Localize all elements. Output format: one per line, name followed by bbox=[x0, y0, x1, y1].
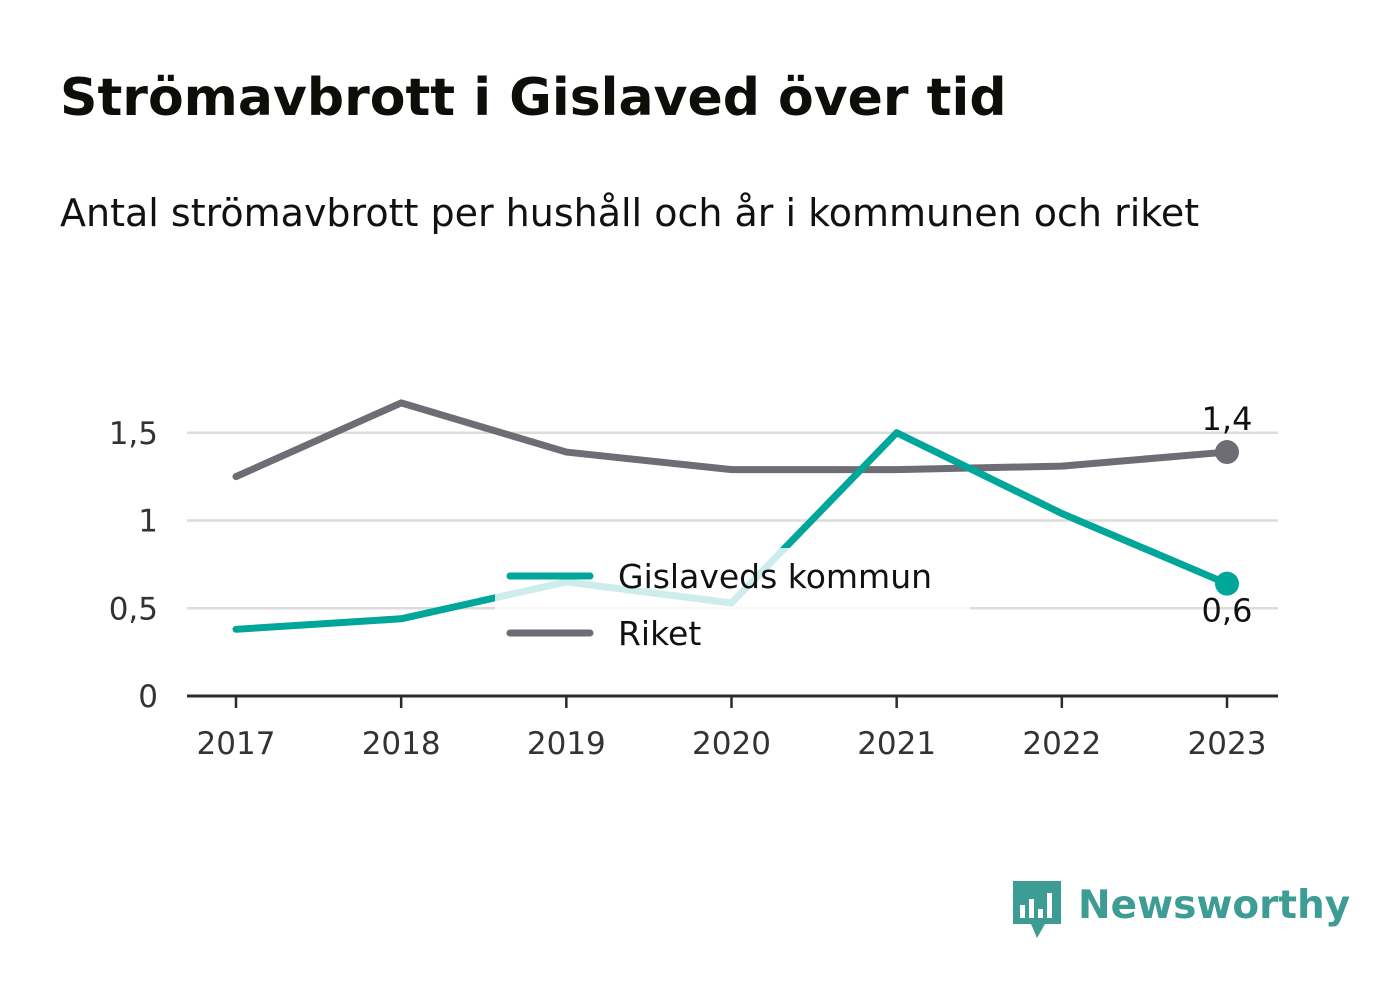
legend-label: Riket bbox=[618, 614, 701, 653]
y-tick-label: 1,5 bbox=[109, 416, 158, 452]
y-tick-label: 1 bbox=[138, 504, 158, 540]
y-axis-labels: 0 0,5 1 1,5 bbox=[109, 416, 158, 715]
newsworthy-bar-chart-icon bbox=[1013, 881, 1061, 938]
legend-background bbox=[495, 548, 970, 660]
end-value-label: 1,4 bbox=[1202, 400, 1253, 438]
x-axis-labels: 2017 2018 2019 2020 2021 2022 2023 bbox=[197, 726, 1267, 762]
y-tick-label: 0,5 bbox=[109, 591, 158, 627]
x-tick-label: 2019 bbox=[527, 726, 606, 762]
end-value-label: 0,6 bbox=[1202, 592, 1253, 630]
x-axis bbox=[187, 694, 1278, 708]
x-tick-label: 2018 bbox=[362, 726, 441, 762]
x-tick-label: 2020 bbox=[692, 726, 771, 762]
brand-name: Newsworthy bbox=[1078, 883, 1350, 928]
newsworthy-logo: Newsworthy bbox=[1013, 881, 1350, 938]
legend-label: Gislaveds kommun bbox=[618, 557, 932, 596]
x-tick-label: 2017 bbox=[197, 726, 276, 762]
end-point bbox=[1215, 440, 1239, 465]
chart-subtitle: Antal strömavbrott per hushåll och år i … bbox=[60, 191, 1200, 235]
chart-title: Strömavbrott i Gislaved över tid bbox=[60, 68, 1007, 128]
y-tick-label: 0 bbox=[138, 679, 158, 715]
x-tick-label: 2022 bbox=[1022, 726, 1101, 762]
x-tick-label: 2023 bbox=[1188, 726, 1267, 762]
x-tick-label: 2021 bbox=[857, 726, 936, 762]
end-point bbox=[1215, 571, 1239, 596]
legend: Gislaveds kommun Riket bbox=[495, 548, 970, 660]
series-line bbox=[232, 399, 1231, 481]
end-labels: 0,6 1,4 bbox=[1202, 400, 1253, 630]
